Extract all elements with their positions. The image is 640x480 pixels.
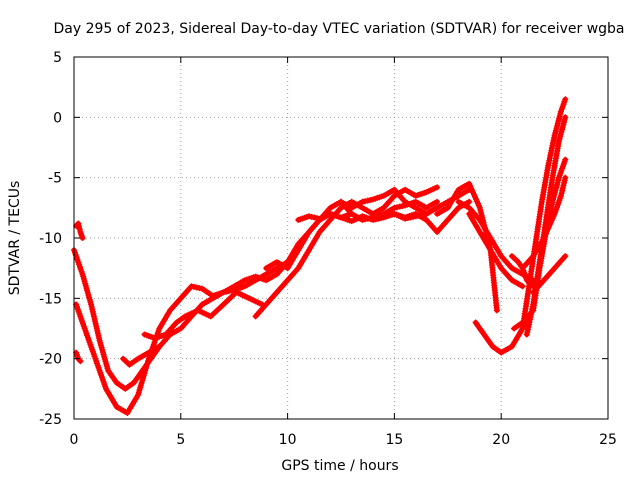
series-plus-markers [120, 343, 163, 368]
y-axis-label: SDTVAR / TECUs [7, 181, 23, 296]
series-arc-3 [73, 349, 84, 365]
axis-ticks [73, 56, 609, 420]
series-plus-markers [530, 253, 569, 296]
x-axis-label: GPS time / hours [281, 458, 398, 474]
x-tick-label: 10 [279, 432, 297, 448]
y-tick-label: -5 [48, 171, 62, 187]
series-arc-5 [120, 343, 163, 368]
y-tick-label: -15 [39, 291, 62, 307]
grid [74, 57, 608, 419]
y-tick-label: 0 [53, 110, 62, 126]
series-arc-11 [391, 198, 473, 235]
x-tick-label: 5 [176, 432, 185, 448]
series-plus-markers [391, 198, 473, 235]
series-plus-markers [519, 174, 569, 272]
series-arc-21 [519, 174, 569, 272]
series-plus-markers [466, 210, 526, 290]
x-tick-label: 15 [385, 432, 403, 448]
y-tick-label: 5 [53, 50, 62, 66]
series-plus-markers [73, 220, 86, 241]
series-arc-6 [141, 289, 265, 342]
y-tick-label: -20 [39, 352, 62, 368]
series-arc-20 [530, 253, 569, 296]
data-series [71, 96, 569, 416]
chart-title: Day 295 of 2023, Sidereal Day-to-day VTE… [53, 21, 624, 37]
series-plus-markers [141, 289, 265, 342]
series-arc-4 [73, 220, 86, 241]
tick-labels: 0 5 10 15 20 25 -25 -20 -15 -10 -5 0 5 [39, 50, 617, 448]
y-tick-label: -25 [39, 412, 62, 428]
x-tick-label: 20 [492, 432, 510, 448]
x-tick-label: 25 [599, 432, 617, 448]
series-arc-13 [455, 198, 537, 284]
x-tick-label: 0 [70, 432, 79, 448]
series-arc-14 [466, 210, 526, 290]
y-tick-label: -10 [39, 231, 62, 247]
